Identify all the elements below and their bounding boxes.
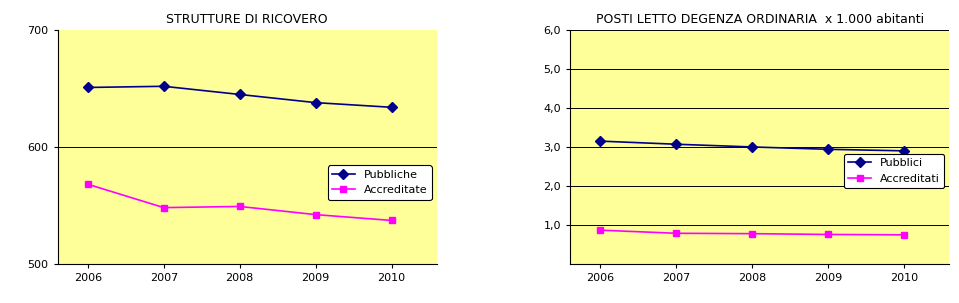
Line: Pubbliche: Pubbliche: [84, 83, 395, 111]
Pubbliche: [158, 85, 170, 88]
Accreditati: [670, 231, 682, 235]
Pubblici: [746, 145, 758, 149]
Accreditate: [234, 205, 246, 208]
Title: POSTI LETTO DEGENZA ORDINARIA  x 1.000 abitanti: POSTI LETTO DEGENZA ORDINARIA x 1.000 ab…: [596, 13, 924, 26]
Accreditate: [386, 219, 397, 222]
Accreditati: [899, 233, 910, 237]
Accreditati: [595, 228, 606, 232]
Pubblici: [822, 148, 833, 151]
Pubblici: [899, 149, 910, 153]
Accreditati: [746, 232, 758, 235]
Pubbliche: [82, 86, 94, 89]
Legend: Pubblici, Accreditati: Pubblici, Accreditati: [844, 154, 944, 188]
Pubbliche: [234, 93, 246, 96]
Title: STRUTTURE DI RICOVERO: STRUTTURE DI RICOVERO: [167, 13, 328, 26]
Pubblici: [670, 142, 682, 146]
Line: Accreditate: Accreditate: [84, 181, 395, 224]
Accreditati: [822, 233, 833, 236]
Legend: Pubbliche, Accreditate: Pubbliche, Accreditate: [328, 165, 432, 200]
Pubblici: [595, 139, 606, 143]
Accreditate: [158, 206, 170, 209]
Line: Accreditati: Accreditati: [596, 227, 907, 238]
Accreditate: [310, 213, 321, 216]
Accreditate: [82, 182, 94, 186]
Pubbliche: [386, 105, 397, 109]
Line: Pubblici: Pubblici: [596, 138, 907, 154]
Pubbliche: [310, 101, 321, 105]
